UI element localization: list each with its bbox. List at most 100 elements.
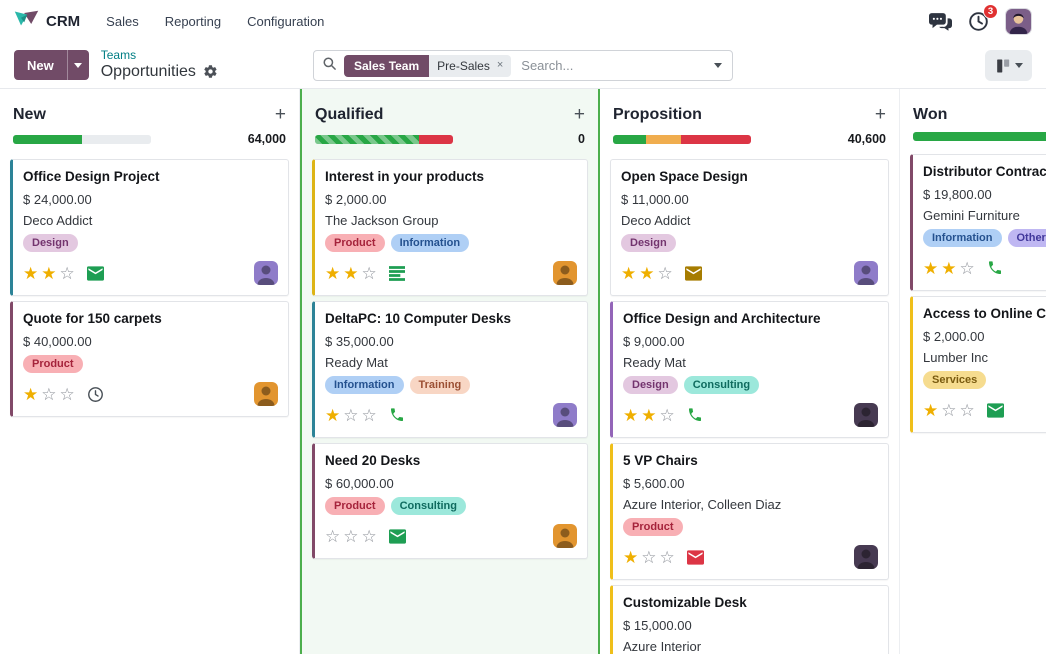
envelope-activity-icon[interactable] [388,528,406,544]
list-activity-icon[interactable] [388,265,405,281]
column-progressbar[interactable] [13,134,151,144]
user-avatar[interactable] [1005,7,1032,35]
star-filled-icon[interactable]: ★ [325,263,341,283]
star-empty-icon[interactable]: ☆ [343,405,359,425]
star-empty-icon[interactable]: ☆ [343,526,359,546]
kanban-card[interactable]: Quote for 150 carpets $ 40,000.00 Produc… [10,301,289,417]
star-filled-icon[interactable]: ★ [343,263,359,283]
kanban-card[interactable]: Distributor Contract $ 19,800.00 Gemini … [910,154,1046,291]
view-switcher-button[interactable] [985,50,1032,81]
star-filled-icon[interactable]: ★ [23,384,39,404]
add-record-button[interactable]: + [874,104,886,125]
column-progressbar[interactable] [913,132,1046,141]
priority-stars[interactable]: ★ ☆ ☆ [923,402,975,419]
messages-icon[interactable] [929,12,952,31]
star-empty-icon[interactable]: ☆ [941,400,957,420]
kanban-card[interactable]: Office Design and Architecture $ 9,000.0… [610,301,889,438]
action-gear-icon[interactable] [203,64,218,79]
salesperson-avatar[interactable] [254,382,278,406]
star-empty-icon[interactable]: ☆ [657,263,673,283]
facet-remove-icon[interactable]: × [496,59,504,71]
progress-segment[interactable] [82,134,151,144]
star-empty-icon[interactable]: ☆ [361,405,377,425]
progress-segment[interactable] [418,134,453,144]
column-progressbar[interactable] [315,134,453,144]
priority-stars[interactable]: ★ ★ ☆ [923,260,975,277]
kanban-card[interactable]: Access to Online Catalog $ 2,000.00 Lumb… [910,296,1046,433]
star-empty-icon[interactable]: ☆ [659,405,675,425]
salesperson-avatar[interactable] [553,261,577,285]
priority-stars[interactable]: ★ ☆ ☆ [23,386,75,403]
menu-configuration[interactable]: Configuration [247,13,325,29]
salesperson-avatar[interactable] [553,403,577,427]
star-empty-icon[interactable]: ☆ [59,384,75,404]
star-empty-icon[interactable]: ☆ [59,263,75,283]
star-empty-icon[interactable]: ☆ [659,547,675,567]
add-record-button[interactable]: + [573,104,585,125]
star-filled-icon[interactable]: ★ [941,258,957,278]
priority-stars[interactable]: ★ ★ ☆ [623,407,675,424]
star-empty-icon[interactable]: ☆ [325,526,341,546]
column-progressbar[interactable] [613,134,751,144]
kanban-card[interactable]: Interest in your products $ 2,000.00 The… [312,159,588,296]
star-empty-icon[interactable]: ☆ [361,263,377,283]
envelope-activity-icon[interactable] [986,402,1004,418]
priority-stars[interactable]: ★ ☆ ☆ [325,407,377,424]
priority-stars[interactable]: ★ ★ ☆ [621,265,673,282]
progress-segment[interactable] [680,134,751,144]
star-empty-icon[interactable]: ☆ [959,400,975,420]
priority-stars[interactable]: ★ ☆ ☆ [623,549,675,566]
clock-activity-icon[interactable] [87,386,104,403]
priority-stars[interactable]: ★ ★ ☆ [325,265,377,282]
phone-activity-icon[interactable] [987,260,1003,276]
kanban-card[interactable]: Open Space Design $ 11,000.00 Deco Addic… [610,159,889,296]
add-record-button[interactable]: + [274,104,286,125]
progress-segment[interactable] [913,132,1046,141]
salesperson-avatar[interactable] [854,403,878,427]
progress-segment[interactable] [613,134,647,144]
star-empty-icon[interactable]: ☆ [641,547,657,567]
envelope-activity-icon[interactable] [686,549,704,565]
progress-segment[interactable] [646,134,681,144]
app-brand[interactable]: CRM [14,8,80,34]
star-filled-icon[interactable]: ★ [923,258,939,278]
star-filled-icon[interactable]: ★ [641,405,657,425]
search-dropdown-toggle[interactable] [704,51,732,80]
salesperson-avatar[interactable] [553,524,577,548]
star-filled-icon[interactable]: ★ [621,263,637,283]
star-filled-icon[interactable]: ★ [623,547,639,567]
star-filled-icon[interactable]: ★ [639,263,655,283]
salesperson-avatar[interactable] [854,261,878,285]
new-button[interactable]: New [14,50,67,80]
phone-activity-icon[interactable] [687,407,703,423]
menu-reporting[interactable]: Reporting [164,13,222,29]
star-filled-icon[interactable]: ★ [923,400,939,420]
activities-clock-icon[interactable]: 3 [968,3,998,32]
kanban-card[interactable]: DeltaPC: 10 Computer Desks $ 35,000.00 R… [312,301,588,438]
kanban-card[interactable]: Customizable Desk $ 15,000.00 Azure Inte… [610,585,889,654]
salesperson-avatar[interactable] [854,545,878,569]
progress-segment[interactable] [315,134,419,144]
search-input[interactable]: Search... [521,58,574,73]
star-filled-icon[interactable]: ★ [623,405,639,425]
star-empty-icon[interactable]: ☆ [959,258,975,278]
search-bar[interactable]: Sales Team Pre-Sales × Search... [313,50,733,81]
star-filled-icon[interactable]: ★ [41,263,57,283]
star-filled-icon[interactable]: ★ [23,263,39,283]
progress-segment[interactable] [13,134,82,144]
star-empty-icon[interactable]: ☆ [41,384,57,404]
phone-activity-icon[interactable] [389,407,405,423]
star-filled-icon[interactable]: ★ [325,405,341,425]
star-empty-icon[interactable]: ☆ [361,526,377,546]
salesperson-avatar[interactable] [254,261,278,285]
priority-stars[interactable]: ★ ★ ☆ [23,265,75,282]
menu-sales[interactable]: Sales [106,13,139,29]
new-dropdown-toggle[interactable] [66,50,89,80]
kanban-card[interactable]: 5 VP Chairs $ 5,600.00 Azure Interior, C… [610,443,889,580]
envelope-activity-icon[interactable] [86,265,104,281]
priority-stars[interactable]: ☆ ☆ ☆ [325,528,377,545]
kanban-card[interactable]: Need 20 Desks $ 60,000.00 Product Consult… [312,443,588,559]
kanban-card[interactable]: Office Design Project $ 24,000.00 Deco A… [10,159,289,296]
envelope-activity-icon[interactable] [684,265,702,281]
breadcrumb-teams-link[interactable]: Teams [100,47,137,62]
